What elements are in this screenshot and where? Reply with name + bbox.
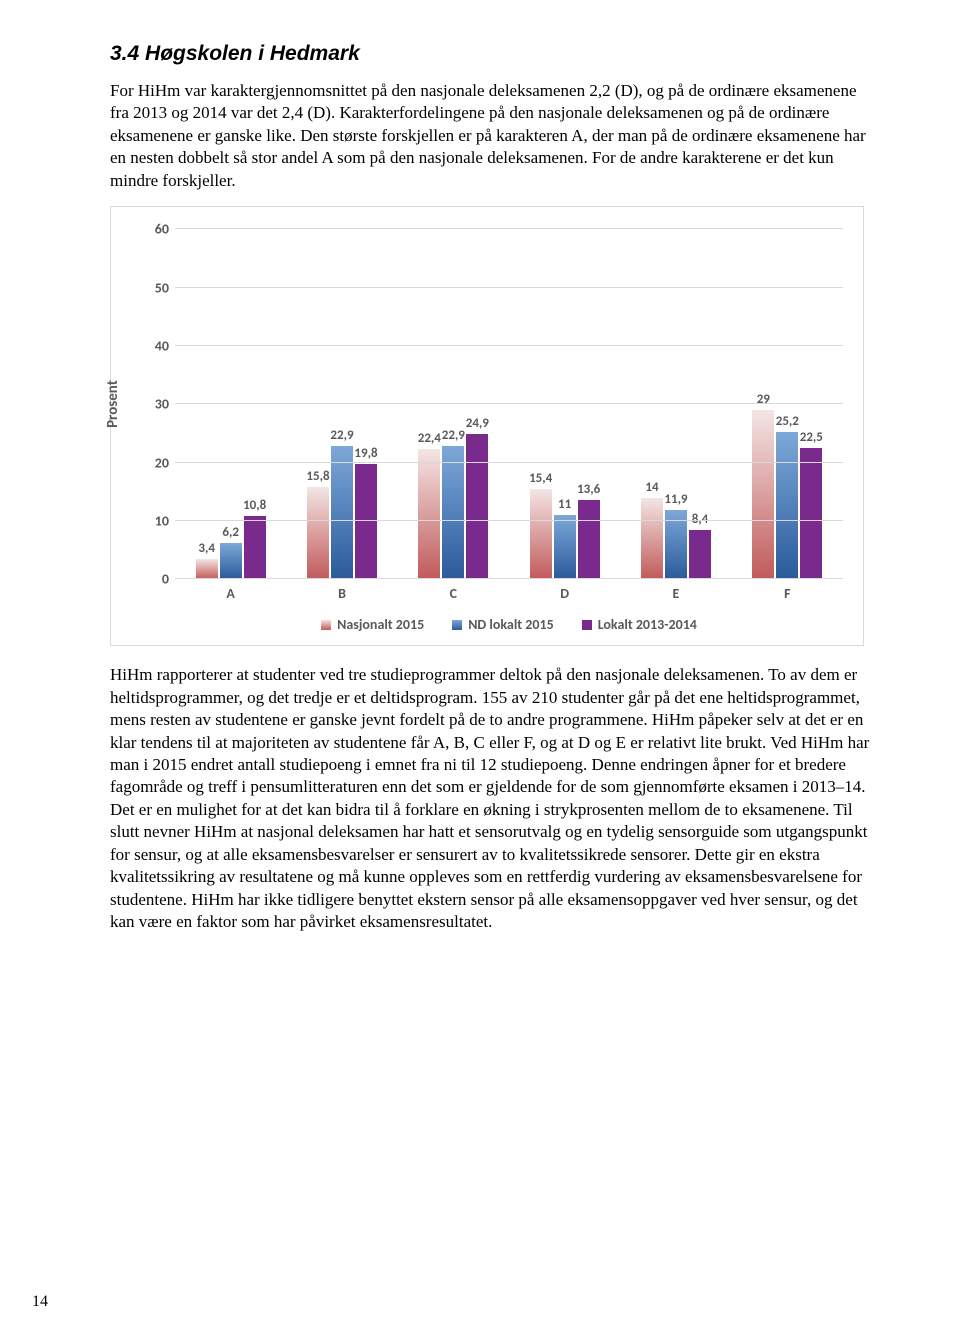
- bar: 8,4: [689, 530, 711, 579]
- legend-swatch: [321, 620, 331, 630]
- bar: 14: [641, 498, 663, 580]
- gridline: [175, 287, 843, 288]
- chart-legend: Nasjonalt 2015 ND lokalt 2015 Lokalt 2013-…: [175, 616, 843, 633]
- gridline: [175, 228, 843, 229]
- bar: 22,9: [442, 446, 464, 580]
- x-tick-label: D: [509, 585, 620, 602]
- grade-distribution-chart: Prosent 3,46,210,815,822,919,822,422,924…: [110, 206, 864, 646]
- bar-value-label: 22,9: [442, 428, 465, 443]
- bar: 19,8: [355, 464, 377, 580]
- category-group: 3,46,210,8: [175, 229, 286, 579]
- bar: 22,9: [331, 446, 353, 580]
- bar-value-label: 11,9: [664, 492, 687, 507]
- bar: 15,4: [530, 489, 552, 579]
- category-group: 2925,222,5: [732, 229, 843, 579]
- bar: 15,8: [307, 487, 329, 579]
- bar: 10,8: [244, 516, 266, 579]
- bar-value-label: 10,8: [243, 498, 266, 513]
- y-tick-label: 20: [137, 454, 169, 471]
- legend-label: Nasjonalt 2015: [337, 616, 424, 633]
- y-tick-label: 30: [137, 396, 169, 413]
- bar: 29: [752, 410, 774, 579]
- bar: 3,4: [196, 559, 218, 579]
- page-number: 14: [32, 1293, 48, 1311]
- category-group: 22,422,924,9: [398, 229, 509, 579]
- y-tick-label: 10: [137, 512, 169, 529]
- bar-value-label: 22,9: [330, 428, 353, 443]
- bar-value-label: 3,4: [198, 541, 215, 556]
- x-tick-label: C: [398, 585, 509, 602]
- legend-swatch: [452, 620, 462, 630]
- bar: 25,2: [776, 432, 798, 579]
- bar: 13,6: [578, 500, 600, 579]
- legend-label: ND lokalt 2015: [468, 616, 553, 633]
- y-tick-label: 0: [137, 571, 169, 588]
- bar-value-label: 15,4: [529, 471, 552, 486]
- bar-value-label: 22,5: [800, 430, 823, 445]
- bar: 24,9: [466, 434, 488, 579]
- y-tick-label: 60: [137, 221, 169, 238]
- y-axis-label: Prosent: [104, 380, 122, 428]
- category-group: 15,822,919,8: [286, 229, 397, 579]
- x-tick-label: B: [286, 585, 397, 602]
- bar: 22,4: [418, 449, 440, 580]
- intro-paragraph: For HiHm var karaktergjennomsnittet på d…: [110, 80, 870, 192]
- bar-value-label: 24,9: [466, 416, 489, 431]
- bar: 6,2: [220, 543, 242, 579]
- legend-item: Lokalt 2013-2014: [582, 616, 697, 633]
- bar-value-label: 25,2: [776, 414, 799, 429]
- bar-value-label: 11: [558, 497, 571, 512]
- legend-item: Nasjonalt 2015: [321, 616, 424, 633]
- category-group: 1411,98,4: [620, 229, 731, 579]
- bar-value-label: 15,8: [306, 469, 329, 484]
- x-tick-label: A: [175, 585, 286, 602]
- bar: 11: [554, 515, 576, 579]
- gridline: [175, 462, 843, 463]
- x-tick-label: E: [620, 585, 731, 602]
- legend-label: Lokalt 2013-2014: [598, 616, 697, 633]
- gridline: [175, 403, 843, 404]
- bar: 22,5: [800, 448, 822, 579]
- x-tick-label: F: [732, 585, 843, 602]
- legend-swatch: [582, 620, 592, 630]
- gridline: [175, 345, 843, 346]
- bar-value-label: 14: [645, 480, 658, 495]
- bar-value-label: 6,2: [222, 525, 239, 540]
- bar-value-label: 13,6: [577, 482, 600, 497]
- category-group: 15,41113,6: [509, 229, 620, 579]
- legend-item: ND lokalt 2015: [452, 616, 553, 633]
- gridline: [175, 578, 843, 579]
- y-tick-label: 50: [137, 279, 169, 296]
- bar-value-label: 19,8: [354, 446, 377, 461]
- section-heading: 3.4 Høgskolen i Hedmark: [110, 42, 870, 66]
- bar-value-label: 22,4: [418, 431, 441, 446]
- y-tick-label: 40: [137, 337, 169, 354]
- bar-value-label: 29: [757, 392, 770, 407]
- gridline: [175, 520, 843, 521]
- analysis-paragraph: HiHm rapporterer at studenter ved tre st…: [110, 664, 870, 933]
